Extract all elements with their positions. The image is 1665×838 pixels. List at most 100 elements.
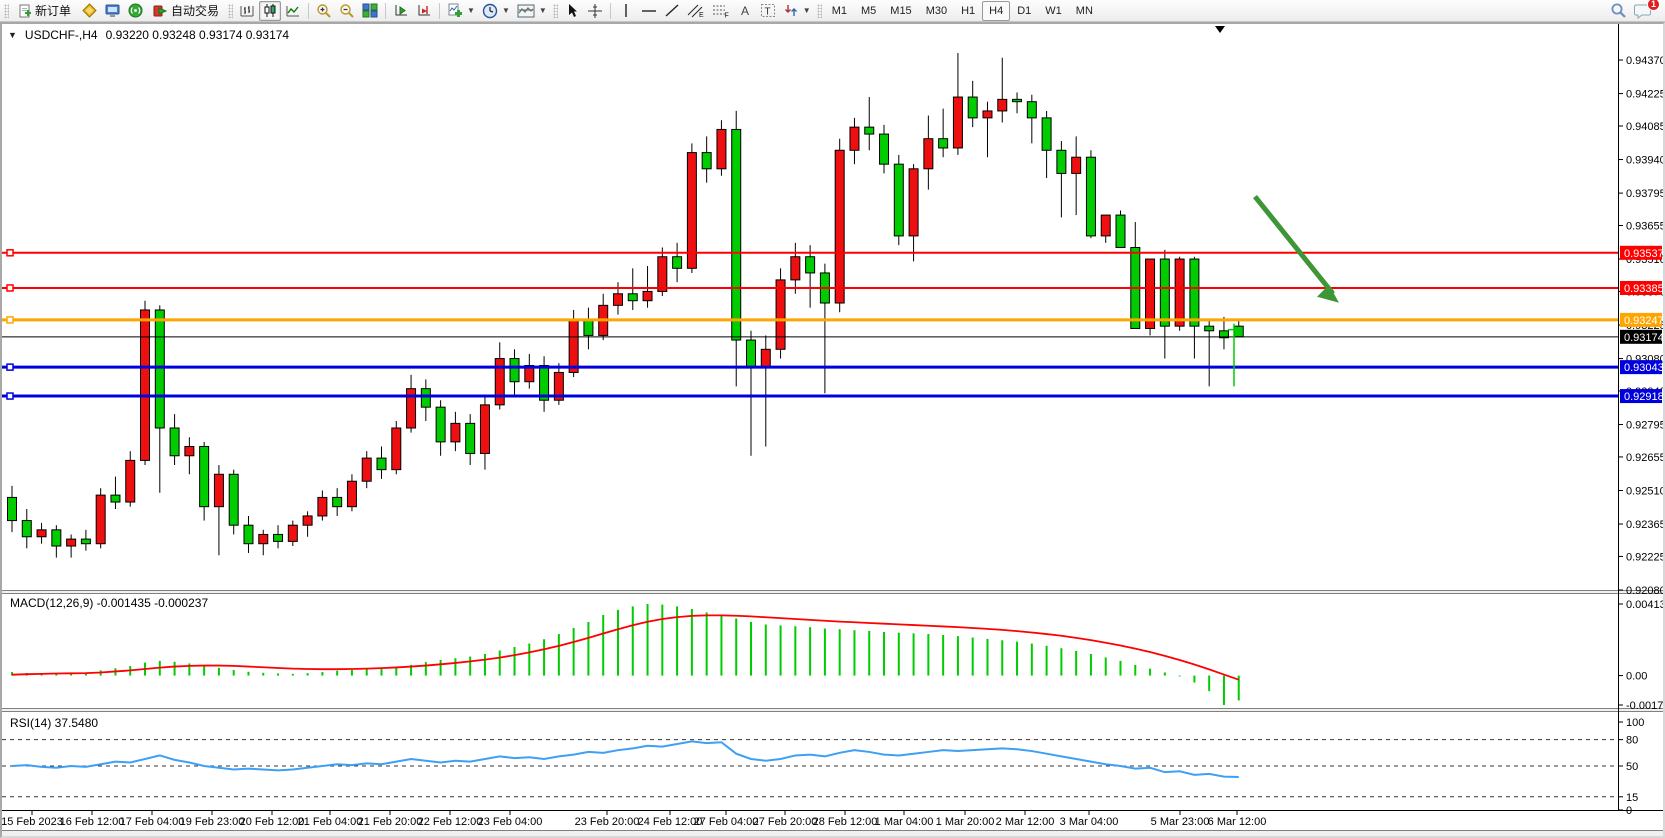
price-axis-label: 0.92365 [1626, 519, 1663, 531]
price-axis-label: 0.92655 [1626, 452, 1663, 464]
price-line-label-text: 0.93247 [1624, 315, 1663, 327]
date-axis-label: 15 Feb 2023 [2, 816, 63, 828]
candle-body [701, 152, 712, 170]
candle-body [479, 404, 490, 454]
candle-body [568, 318, 579, 373]
price-axis-label: 0.92795 [1626, 420, 1663, 432]
equidistant-channel-button[interactable]: E [684, 1, 708, 21]
zoom-out-button[interactable] [336, 1, 358, 21]
search-button[interactable] [1607, 1, 1630, 21]
timeframe-button-M30[interactable]: M30 [925, 4, 948, 17]
zoom-in-button[interactable] [313, 1, 335, 21]
chart-background [2, 24, 1663, 836]
arrows-button[interactable]: ▼ [780, 1, 814, 21]
horizontal-line-button[interactable] [638, 1, 660, 21]
candle-body [450, 422, 461, 443]
candle-body [1233, 325, 1244, 338]
templates-button[interactable]: ▼ [514, 1, 550, 21]
timeframe-button-MN[interactable]: MN [1075, 4, 1093, 17]
timeframe-button-H4[interactable]: H4 [982, 0, 1011, 21]
timeframe-button-M1[interactable]: M1 [831, 4, 847, 17]
timeframe-button-H1[interactable]: H1 [961, 4, 976, 17]
bar-chart-icon [240, 6, 254, 17]
toolbar-grip[interactable] [4, 3, 9, 18]
svg-text:T: T [764, 7, 770, 18]
chart-symbol-label: USDCHF-,H4 [24, 28, 98, 42]
clock-icon [482, 3, 498, 18]
text-label-button[interactable]: T [757, 1, 779, 21]
new-order-button[interactable]: 新订单 [12, 1, 77, 21]
candle-body [1056, 149, 1067, 174]
rsi-axis-label: 100 [1626, 717, 1644, 729]
date-axis-label: 6 Mar 12:00 [1208, 816, 1267, 828]
trend-arrow[interactable] [1253, 195, 1335, 296]
candle-body [760, 348, 771, 369]
candle-body [967, 96, 978, 119]
auto-trading-button[interactable]: 自动交易 [147, 1, 225, 21]
candle-body [1041, 117, 1052, 151]
rsi-axis-label: 50 [1626, 761, 1638, 773]
auto-trading-icon [153, 5, 168, 16]
bar-chart-mode-button[interactable] [236, 1, 258, 21]
timeframe-button-M5[interactable]: M5 [861, 4, 877, 17]
fibonacci-button[interactable]: F [709, 1, 733, 21]
chart-canvas[interactable]: 0.94370 0.94225 0.94085 0.93940 0.93795 0.936… [1, 24, 1665, 836]
trendline-button[interactable] [661, 1, 683, 21]
candle-body [302, 515, 313, 526]
chart-shift-marker [1215, 26, 1225, 33]
terminal-button[interactable] [101, 1, 123, 21]
notifications-button[interactable]: 1 [1631, 0, 1660, 21]
tile-windows-button[interactable] [359, 1, 381, 21]
candle-body [154, 309, 165, 429]
periods-caret-icon: ▼ [501, 6, 510, 15]
horizontal-line-icon [641, 9, 656, 12]
candle-body [657, 256, 668, 292]
cursor-button[interactable] [561, 1, 583, 21]
rsi-line [11, 740, 1239, 779]
candle-body [923, 138, 934, 170]
crosshair-icon [587, 3, 602, 18]
timeframe-button-D1[interactable]: D1 [1017, 4, 1032, 17]
crosshair-button[interactable] [584, 1, 606, 21]
toolbar-grip[interactable] [228, 3, 234, 18]
auto-trading-label: 自动交易 [171, 4, 220, 18]
price-axis-label: 0.94225 [1626, 89, 1663, 101]
date-axis-label: 16 Feb 12:00 [60, 816, 125, 828]
candle-body [1085, 156, 1096, 237]
auto-scroll-button[interactable] [390, 1, 412, 21]
symbol-dropdown-icon[interactable]: ▼ [8, 30, 17, 40]
date-axis-label: 23 Feb 04:00 [478, 816, 543, 828]
vertical-line-button[interactable] [615, 1, 637, 21]
candlestick-mode-button[interactable] [259, 0, 282, 21]
macd-axis-label: 0.004137 [1626, 599, 1663, 611]
rsi-axis-label: 15 [1626, 792, 1638, 804]
candle-body [243, 524, 254, 545]
date-axis-label: 19 Feb 23:00 [180, 816, 245, 828]
template-icon [517, 4, 535, 17]
timeframe-button-M15[interactable]: M15 [890, 4, 912, 17]
candle-body [228, 473, 239, 526]
candle-body [982, 110, 993, 119]
date-axis-label: 2 Mar 12:00 [996, 816, 1055, 828]
line-chart-mode-button[interactable] [282, 1, 304, 21]
indicators-button[interactable]: ▼ [444, 1, 478, 21]
candle-body [95, 494, 106, 545]
price-axis-label: 0.94085 [1626, 121, 1663, 133]
timeframe-button-W1[interactable]: W1 [1045, 4, 1062, 17]
macd-indicator-label: MACD(12,26,9) -0.001435 -0.000237 [10, 596, 209, 610]
signals-button[interactable] [124, 1, 146, 21]
candle-body [213, 473, 224, 508]
toolbar-grip[interactable] [552, 3, 558, 18]
candles-layer [7, 53, 1244, 558]
candle-body [346, 480, 357, 508]
candle-body [672, 256, 683, 269]
candle-body [893, 163, 904, 237]
price-axis-label: 0.92080 [1626, 585, 1663, 597]
candle-body [199, 446, 210, 508]
text-button[interactable]: A [734, 1, 756, 21]
date-axis-label: 5 Mar 23:00 [1151, 816, 1210, 828]
history-center-button[interactable] [78, 1, 100, 21]
toolbar-grip[interactable] [816, 3, 822, 18]
periods-button[interactable]: ▼ [479, 1, 513, 21]
chart-shift-button[interactable] [413, 1, 435, 21]
